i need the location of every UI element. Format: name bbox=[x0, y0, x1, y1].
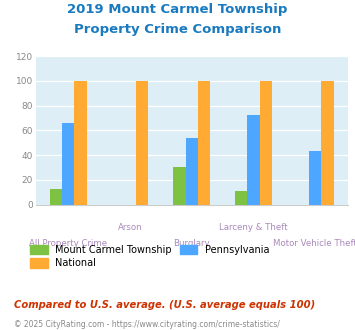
Bar bbox=[309, 151, 321, 205]
Bar bbox=[173, 168, 186, 205]
Bar bbox=[235, 191, 247, 205]
Text: Compared to U.S. average. (U.S. average equals 100): Compared to U.S. average. (U.S. average … bbox=[14, 300, 316, 310]
Bar bbox=[198, 81, 210, 205]
Text: Motor Vehicle Theft: Motor Vehicle Theft bbox=[273, 239, 355, 248]
Text: Burglary: Burglary bbox=[173, 239, 210, 248]
Bar bbox=[50, 188, 62, 205]
Text: All Property Crime: All Property Crime bbox=[29, 239, 107, 248]
Text: © 2025 CityRating.com - https://www.cityrating.com/crime-statistics/: © 2025 CityRating.com - https://www.city… bbox=[14, 320, 280, 329]
Bar bbox=[136, 81, 148, 205]
Legend: Mount Carmel Township, National, Pennsylvania: Mount Carmel Township, National, Pennsyl… bbox=[26, 241, 273, 272]
Bar bbox=[62, 123, 75, 205]
Text: Property Crime Comparison: Property Crime Comparison bbox=[74, 23, 281, 36]
Bar bbox=[247, 115, 260, 205]
Text: Larceny & Theft: Larceny & Theft bbox=[219, 223, 288, 232]
Text: Arson: Arson bbox=[118, 223, 142, 232]
Bar bbox=[75, 81, 87, 205]
Bar bbox=[321, 81, 334, 205]
Bar bbox=[260, 81, 272, 205]
Text: 2019 Mount Carmel Township: 2019 Mount Carmel Township bbox=[67, 3, 288, 16]
Bar bbox=[186, 138, 198, 205]
